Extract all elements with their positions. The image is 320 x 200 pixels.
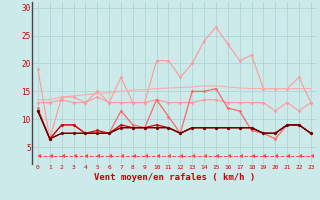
X-axis label: Vent moyen/en rafales ( km/h ): Vent moyen/en rafales ( km/h ) <box>94 173 255 182</box>
